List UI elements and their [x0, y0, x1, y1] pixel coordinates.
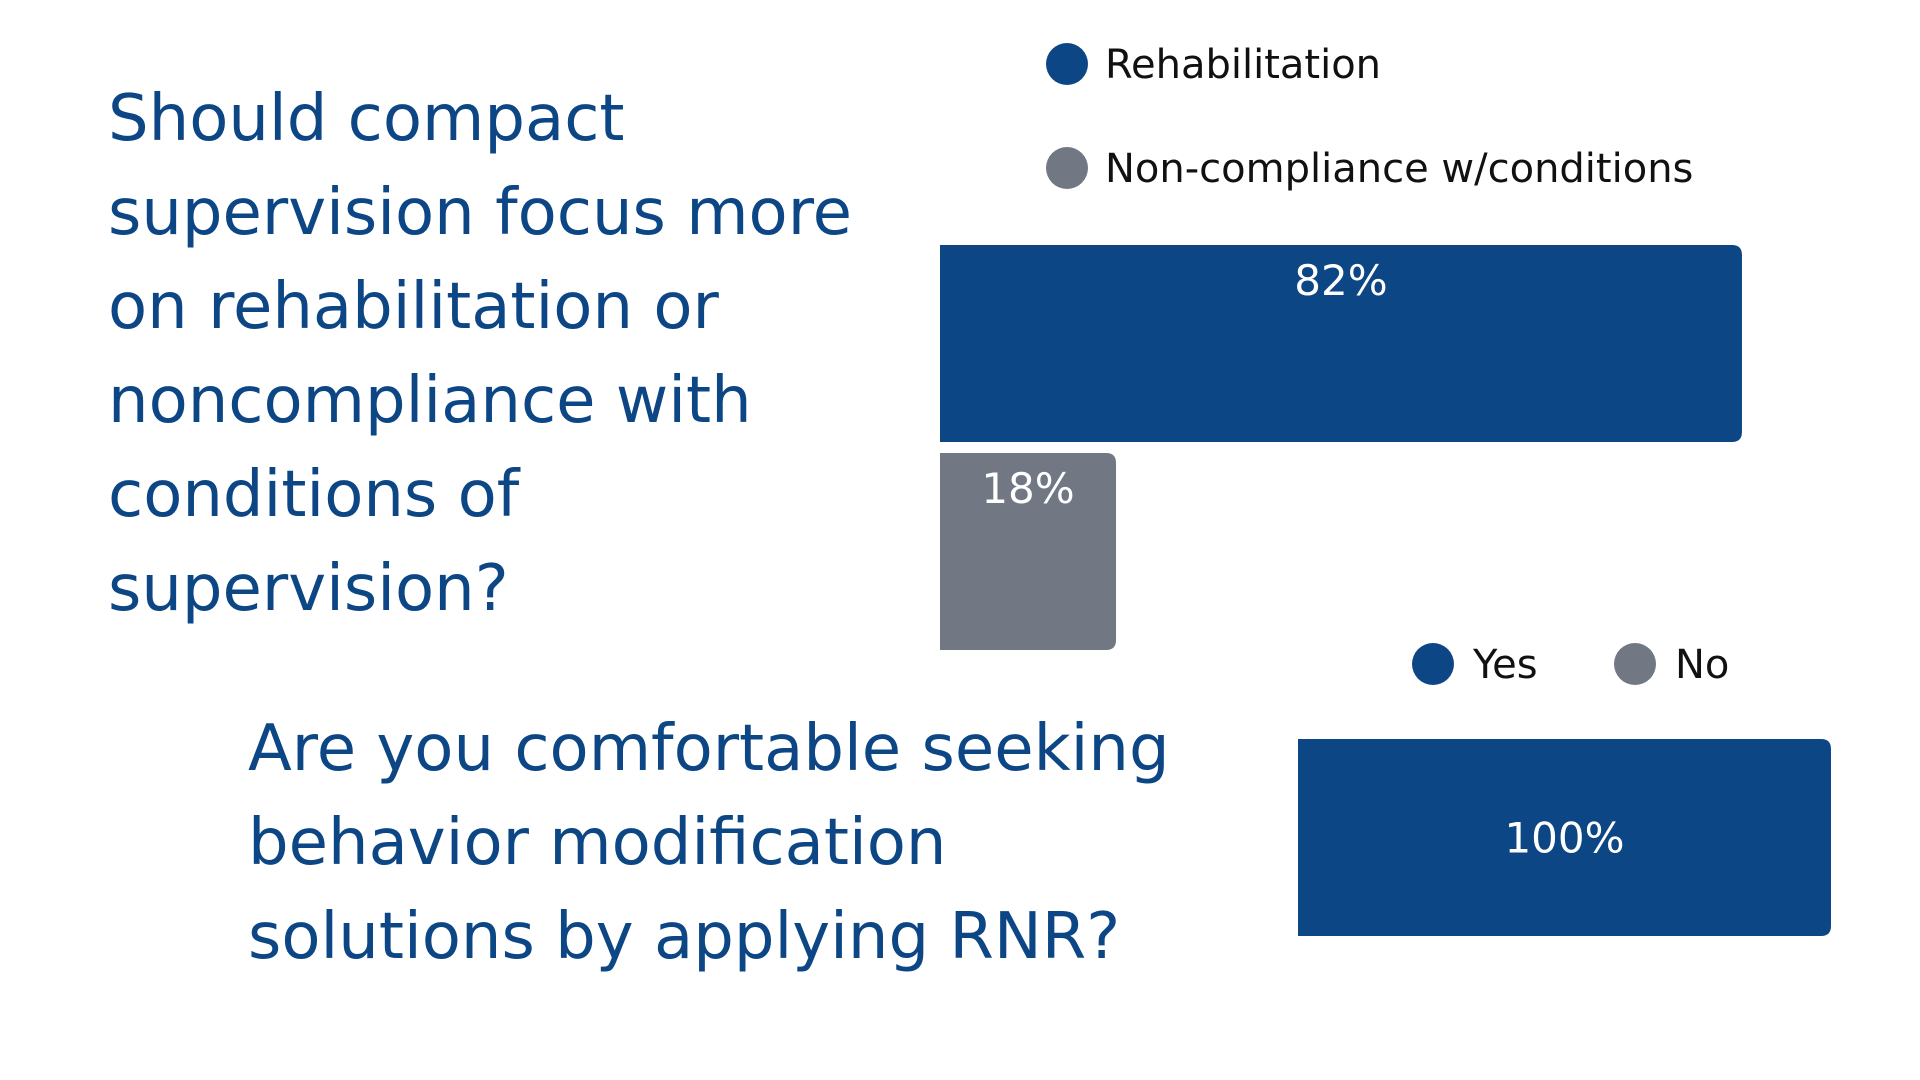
chart-1-rehabilitation-vs-noncompliance: Rehabilitation 82% Non-compliance w/condit…: [940, 42, 1742, 650]
legend-label-1: Non-compliance w/conditions: [1105, 146, 1693, 192]
question-2-text: Are you comfortable seeking behavior modi…: [248, 702, 1288, 984]
legend-label-1: No: [1675, 642, 1729, 688]
question-line: on rehabilitation or: [108, 270, 719, 344]
bar-value-label-1: 18%: [981, 464, 1074, 513]
legend-marker-0: [1412, 643, 1454, 685]
bar-value-label-0: 82%: [1294, 256, 1387, 305]
question-line: conditions of: [108, 458, 520, 532]
legend-marker-0: [1046, 43, 1088, 85]
question-line: noncompliance with: [108, 364, 752, 438]
legend-marker-1: [1046, 147, 1088, 189]
bar-1: [940, 453, 1117, 650]
bar-value-label-0: 100%: [1504, 814, 1624, 863]
chart-2-comfortable-applying-rnr: Yes 100% No: [1298, 642, 1831, 936]
question-line: behavior modification: [248, 806, 947, 880]
legend-label-0: Rehabilitation: [1105, 42, 1381, 88]
question-line: Should compact: [108, 82, 625, 156]
legend-marker-1: [1614, 643, 1656, 685]
bar-0: [940, 245, 1742, 442]
question-line: supervision focus more: [108, 176, 852, 250]
question-line: Are you comfortable seeking: [248, 712, 1170, 786]
question-line: supervision?: [108, 552, 509, 626]
bar-0: [1298, 739, 1831, 936]
question-1-text: Should compact supervision focus more on r…: [108, 72, 908, 636]
question-line: solutions by applying RNR?: [248, 900, 1121, 974]
legend-label-0: Yes: [1472, 642, 1538, 688]
